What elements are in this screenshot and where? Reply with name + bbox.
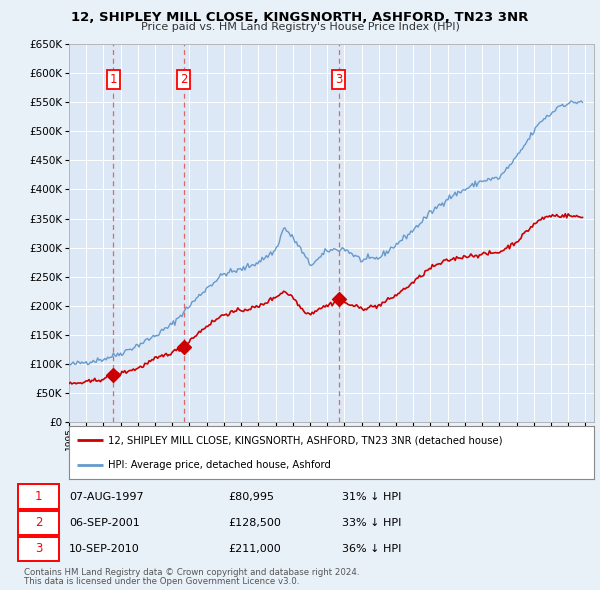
Text: 12, SHIPLEY MILL CLOSE, KINGSNORTH, ASHFORD, TN23 3NR (detached house): 12, SHIPLEY MILL CLOSE, KINGSNORTH, ASHF… xyxy=(109,435,503,445)
Text: 12, SHIPLEY MILL CLOSE, KINGSNORTH, ASHFORD, TN23 3NR: 12, SHIPLEY MILL CLOSE, KINGSNORTH, ASHF… xyxy=(71,11,529,24)
FancyBboxPatch shape xyxy=(18,510,59,535)
Point xyxy=(179,342,188,352)
Text: £211,000: £211,000 xyxy=(228,544,281,554)
Text: 07-AUG-1997: 07-AUG-1997 xyxy=(69,491,143,502)
FancyBboxPatch shape xyxy=(18,536,59,561)
Text: 10-SEP-2010: 10-SEP-2010 xyxy=(69,544,140,554)
Text: HPI: Average price, detached house, Ashford: HPI: Average price, detached house, Ashf… xyxy=(109,460,331,470)
Text: 31% ↓ HPI: 31% ↓ HPI xyxy=(342,491,401,502)
Text: 36% ↓ HPI: 36% ↓ HPI xyxy=(342,544,401,554)
Point xyxy=(109,370,118,379)
Text: 2: 2 xyxy=(180,73,188,86)
Text: 06-SEP-2001: 06-SEP-2001 xyxy=(69,518,140,527)
Text: 3: 3 xyxy=(335,73,343,86)
Text: £128,500: £128,500 xyxy=(228,518,281,527)
Text: 2: 2 xyxy=(35,516,42,529)
FancyBboxPatch shape xyxy=(18,484,59,509)
Text: Price paid vs. HM Land Registry's House Price Index (HPI): Price paid vs. HM Land Registry's House … xyxy=(140,22,460,32)
Text: Contains HM Land Registry data © Crown copyright and database right 2024.: Contains HM Land Registry data © Crown c… xyxy=(24,568,359,576)
Text: 33% ↓ HPI: 33% ↓ HPI xyxy=(342,518,401,527)
Text: 1: 1 xyxy=(35,490,42,503)
Point xyxy=(334,294,343,304)
Text: 3: 3 xyxy=(35,542,42,555)
Text: This data is licensed under the Open Government Licence v3.0.: This data is licensed under the Open Gov… xyxy=(24,577,299,586)
Text: £80,995: £80,995 xyxy=(228,491,274,502)
Text: 1: 1 xyxy=(110,73,117,86)
